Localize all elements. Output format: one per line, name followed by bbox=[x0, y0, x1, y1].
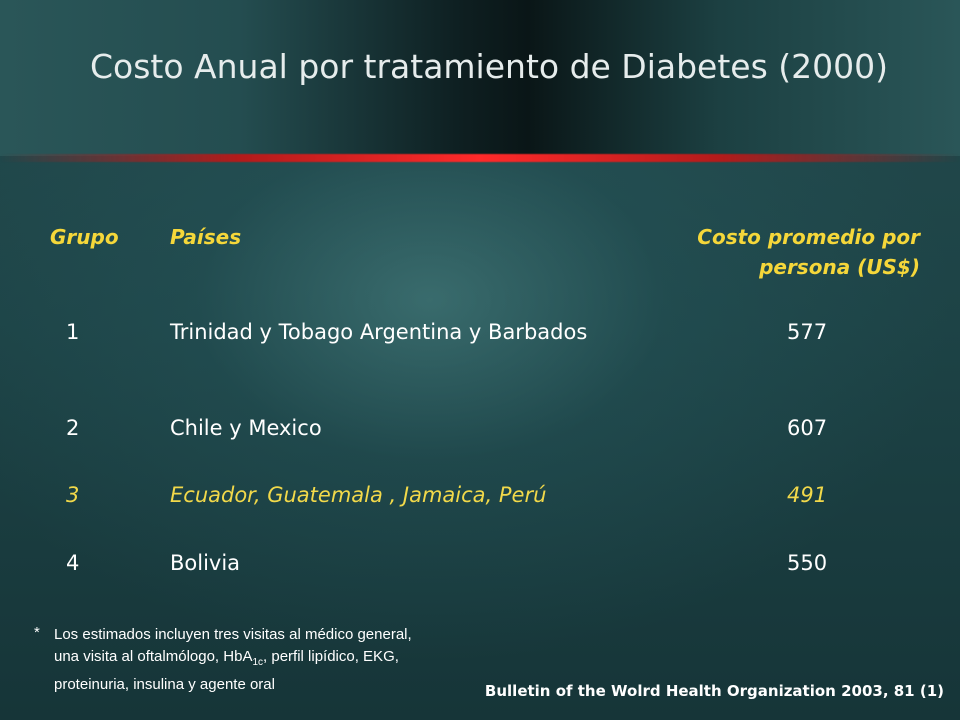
table-row-3-paises: Ecuador, Guatemala , Jamaica, Perú bbox=[170, 483, 547, 507]
table-row-2-costo: 607 bbox=[787, 416, 828, 440]
table-row-4-costo: 550 bbox=[787, 551, 828, 575]
accent-divider bbox=[0, 154, 960, 162]
table-row-4-grupo: 4 bbox=[66, 551, 80, 575]
table-row-4-paises: Bolivia bbox=[170, 551, 241, 575]
footnote-text: Los estimados incluyen tres visitas al m… bbox=[54, 624, 434, 696]
table-row-1-grupo: 1 bbox=[66, 320, 80, 344]
footnote-line2: , perfil lipídico, EKG, proteinuria, ins… bbox=[54, 648, 399, 693]
table-row-1-costo: 577 bbox=[787, 320, 828, 344]
table-row-3-costo: 491 bbox=[787, 483, 828, 507]
source-citation: Bulletin of the Wolrd Health Organizatio… bbox=[484, 682, 944, 700]
column-header-paises: Países bbox=[170, 225, 242, 249]
table-row-3-grupo: 3 bbox=[66, 483, 80, 507]
table-row-1-paises: Trinidad y Tobago Argentina y Barbados bbox=[170, 320, 588, 344]
slide-title: Costo Anual por tratamiento de Diabetes … bbox=[90, 47, 889, 86]
table-row-2-paises: Chile y Mexico bbox=[170, 416, 322, 440]
footnote-subscript: 1c bbox=[252, 657, 264, 668]
footnote-asterisk: * bbox=[34, 624, 40, 641]
footnote-line1: Los estimados incluyen tres visitas al m… bbox=[54, 626, 412, 665]
column-header-costo: Costo promedio por persona (US$) bbox=[697, 225, 920, 279]
header-band bbox=[0, 0, 960, 156]
column-header-grupo: Grupo bbox=[50, 225, 119, 249]
table-row-2-grupo: 2 bbox=[66, 416, 80, 440]
